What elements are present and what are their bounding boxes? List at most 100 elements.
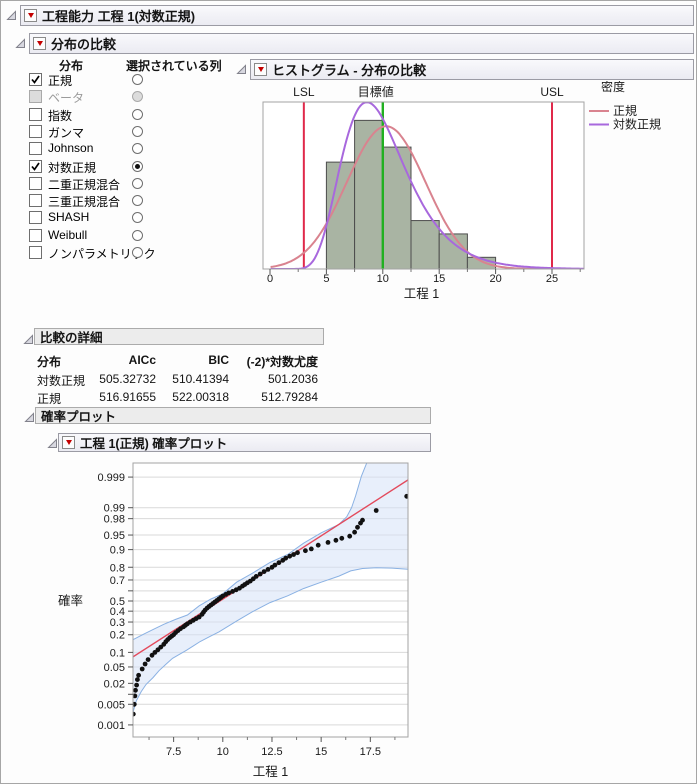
red-triangle-menu-icon[interactable] [24,9,37,22]
data-point[interactable] [303,548,308,554]
distribution-checkbox[interactable] [29,211,42,225]
data-point[interactable] [283,555,289,561]
data-point[interactable] [145,657,151,662]
distribution-label[interactable]: 指数 [48,108,73,123]
data-point[interactable] [325,540,331,545]
selected-column-radio[interactable] [132,108,143,120]
disclosure-triangle-comparison[interactable] [15,38,26,49]
lognormal-density-curve[interactable] [270,102,584,269]
distribution-label[interactable]: 正規 [48,74,73,88]
y-tick-label: 0.9 [110,545,125,557]
data-point[interactable] [265,567,271,572]
data-point[interactable] [226,590,232,596]
distribution-checkbox[interactable] [29,107,42,121]
check-icon [31,162,40,171]
outline-header-histogram[interactable]: ヒストグラム - 分布の比較 [250,59,694,80]
data-point[interactable] [257,571,263,577]
distribution-label[interactable]: Weibull [48,227,88,242]
selected-column-radio[interactable] [132,212,143,224]
data-point[interactable] [291,552,296,557]
selected-column-radio[interactable] [132,247,143,258]
histogram-bar[interactable] [438,233,468,269]
data-point[interactable] [272,562,278,568]
data-point[interactable] [253,574,259,579]
data-point[interactable] [135,677,140,682]
data-point[interactable] [355,524,360,530]
disclosure-triangle-histogram[interactable] [236,64,247,75]
data-point[interactable] [149,652,155,658]
red-triangle-menu-icon[interactable] [33,37,46,50]
disclosure-triangle-prob-plots[interactable] [24,412,35,423]
selected-column-radio[interactable] [132,143,143,155]
probability-plot-chart[interactable]: 0.999 0.990.98 0.95 0.9 0.80.7 0.50.40.30.2 0.… [1,451,471,784]
distribution-checkbox[interactable] [29,124,42,138]
details-cell-value: 501.2036 [267,372,318,386]
spec-limit-label: 目標値 [358,84,394,99]
distribution-label[interactable]: 対数正規 [48,160,97,175]
distribution-label[interactable]: SHASH [48,210,90,225]
distribution-checkbox[interactable] [29,246,42,259]
distribution-label[interactable]: ガンマ [48,125,85,140]
selected-column-radio[interactable] [132,229,143,241]
data-point[interactable] [158,644,164,650]
distribution-label[interactable]: ノンパラメトリック [48,247,156,261]
data-point[interactable] [132,701,137,707]
data-point[interactable] [308,546,314,552]
data-point[interactable] [287,553,293,559]
data-point[interactable] [404,493,409,499]
data-point[interactable] [139,666,145,672]
disclosure-triangle-process-capability[interactable] [6,10,17,21]
y-tick-label: 0.005 [97,699,125,711]
selected-column-radio[interactable] [132,125,143,137]
red-triangle-menu-icon[interactable] [62,436,75,449]
data-point[interactable] [261,569,267,574]
histogram-bar[interactable] [410,220,440,269]
outline-header-prob-plots[interactable]: 確率プロット [35,407,431,424]
distribution-checkbox[interactable] [29,176,42,190]
data-point[interactable] [360,517,365,523]
data-point[interactable] [339,535,345,541]
data-point[interactable] [134,682,140,688]
data-point[interactable] [315,542,321,548]
data-point[interactable] [333,537,339,543]
distribution-checkbox[interactable] [29,142,42,156]
histogram-bar[interactable] [382,146,412,269]
data-point[interactable] [131,711,136,717]
histogram-bar[interactable] [354,119,384,269]
selected-column-radio[interactable] [132,160,143,172]
data-point[interactable] [347,533,353,539]
data-point[interactable] [133,687,138,693]
data-point[interactable] [136,672,142,678]
outline-header-details[interactable]: 比較の詳細 [34,328,324,345]
distribution-checkbox[interactable] [29,159,42,173]
selected-column-radio[interactable] [132,177,143,189]
distribution-label[interactable]: Johnson [48,141,94,156]
distribution-checkbox[interactable] [29,194,42,208]
distribution-label[interactable]: 二重正規混合 [48,177,121,192]
data-point[interactable] [276,560,282,566]
details-column-header: 分布 [37,355,62,369]
data-point[interactable] [142,661,148,667]
distribution-checkbox[interactable] [29,73,42,86]
distribution-label[interactable]: 三重正規混合 [48,195,121,210]
outline-header-comparison[interactable]: 分布の比較 [29,33,694,54]
outline-header-process-capability[interactable]: 工程能力 工程 1(対数正規) [20,5,694,26]
x-tick-label: 20 [489,273,501,285]
details-column-header: (-2)*対数尤度 [246,355,318,369]
selected-column-radio[interactable] [132,74,143,85]
data-point[interactable] [230,589,236,594]
x-tick-label: 0 [267,273,273,285]
selected-column-radio[interactable] [132,195,143,207]
data-point[interactable] [352,529,357,535]
x-tick-label: 10 [377,273,389,285]
outline-header-prob-plot[interactable]: 工程 1(正規) 確率プロット [58,433,431,452]
data-point[interactable] [295,550,300,556]
data-point[interactable] [373,508,379,513]
distribution-checkbox[interactable] [29,228,42,242]
red-triangle-menu-icon[interactable] [254,63,267,76]
data-point[interactable] [133,693,138,699]
disclosure-triangle-details[interactable] [23,334,34,345]
disclosure-triangle-prob-plot[interactable] [47,438,58,449]
section-title-prob-plot: 工程 1(正規) 確率プロット [80,437,228,451]
